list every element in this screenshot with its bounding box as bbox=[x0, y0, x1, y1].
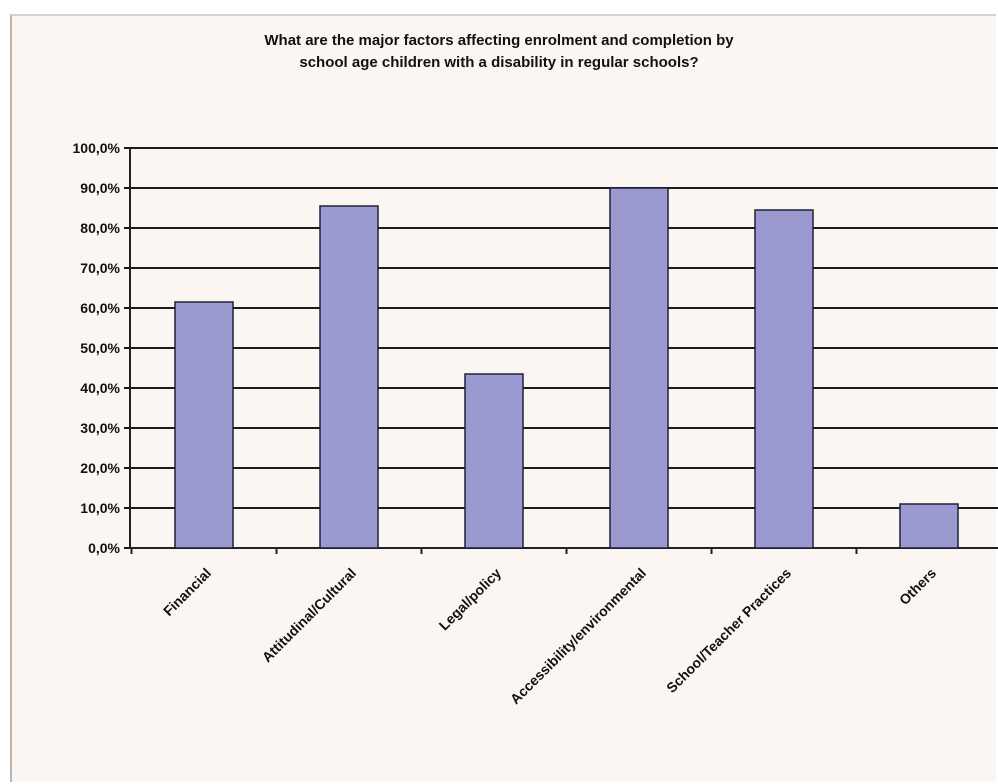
bar bbox=[899, 503, 959, 549]
x-tick-label: Attitudinal/Cultural bbox=[259, 565, 359, 665]
y-tick-label: 30,0% bbox=[80, 420, 120, 436]
x-tick-label: Legal/policy bbox=[436, 565, 505, 634]
bar bbox=[319, 205, 379, 549]
y-tick-label: 60,0% bbox=[80, 300, 120, 316]
chart-title-line-1: What are the major factors affecting enr… bbox=[264, 32, 734, 49]
bar bbox=[754, 209, 814, 549]
y-tick-label: 0,0% bbox=[88, 540, 120, 556]
bar bbox=[609, 187, 669, 549]
y-tick-label: 40,0% bbox=[80, 380, 120, 396]
y-tick-label: 50,0% bbox=[80, 340, 120, 356]
x-tick-label: School/Teacher Practices bbox=[663, 565, 794, 696]
chart-title-line-2: school age children with a disability in… bbox=[299, 54, 699, 71]
y-tick-label: 70,0% bbox=[80, 260, 120, 276]
chart-title: What are the major factors affecting enr… bbox=[0, 30, 998, 74]
bar bbox=[464, 373, 524, 549]
y-tick-label: 10,0% bbox=[80, 500, 120, 516]
y-tick-label: 80,0% bbox=[80, 220, 120, 236]
y-tick-label: 100,0% bbox=[73, 140, 121, 156]
y-tick-label: 90,0% bbox=[80, 180, 120, 196]
x-tick-label: Financial bbox=[160, 565, 214, 619]
x-tick-label: Accessibility/environmental bbox=[507, 565, 649, 707]
x-tick-label: Others bbox=[896, 565, 939, 608]
y-tick-label: 20,0% bbox=[80, 460, 120, 476]
bar bbox=[174, 301, 234, 549]
